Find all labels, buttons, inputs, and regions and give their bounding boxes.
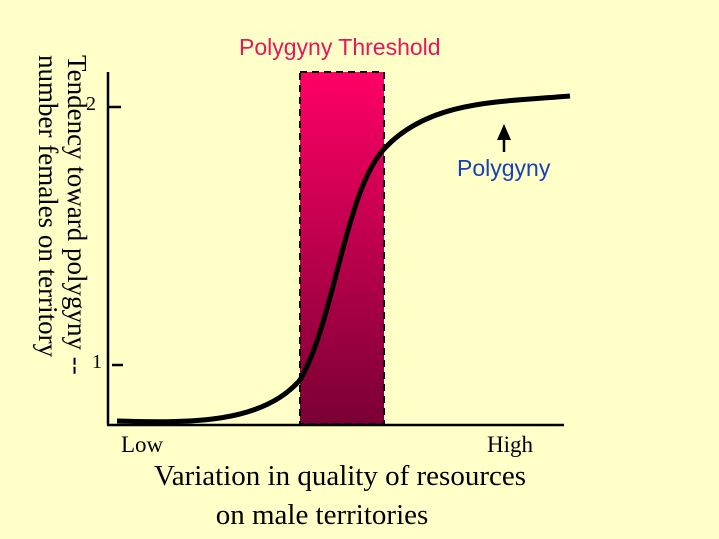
- y-tick-label-2: 2: [86, 93, 96, 115]
- x-low-label: Low: [121, 432, 164, 457]
- polygyny-label: Polygyny: [457, 155, 551, 181]
- x-axis-label-line2: on male territories: [215, 499, 429, 531]
- x-axis-label-line1: Variation in quality of resources: [153, 460, 527, 492]
- x-high-label: High: [487, 432, 533, 457]
- polygyny-arrow-head: [497, 124, 511, 140]
- y-tick-label-1: 1: [92, 351, 102, 373]
- y-axis-label-line2: number females on territory: [33, 55, 63, 358]
- threshold-title: Polygyny Threshold: [239, 34, 441, 60]
- polygyny-curve: [116, 93, 571, 425]
